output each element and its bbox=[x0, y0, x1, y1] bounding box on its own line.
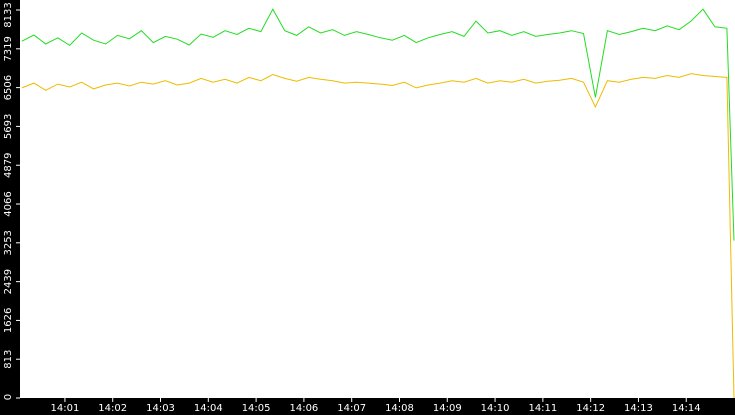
y-tick-label: 813 bbox=[3, 350, 14, 369]
y-tick-label: 4879 bbox=[3, 153, 14, 178]
x-tick-label: 14:03 bbox=[146, 403, 175, 414]
x-tick-label: 14:13 bbox=[624, 403, 653, 414]
y-tick-label: 1626 bbox=[3, 308, 14, 333]
x-tick-label: 14:01 bbox=[51, 403, 80, 414]
y-tick-label: 0 bbox=[3, 394, 14, 400]
x-tick-label: 14:02 bbox=[98, 403, 127, 414]
y-tick-label: 8133 bbox=[3, 2, 14, 27]
y-tick-label: 6506 bbox=[3, 75, 14, 100]
series-line bbox=[21, 73, 735, 399]
x-tick-label: 14:05 bbox=[242, 403, 271, 414]
y-tick-label: 3253 bbox=[3, 230, 14, 255]
x-tick-label: 14:10 bbox=[481, 403, 510, 414]
y-tick-label: 5693 bbox=[3, 114, 14, 139]
y-tick-label: 4066 bbox=[3, 191, 14, 216]
y-tick-label: 2439 bbox=[3, 269, 14, 294]
x-tick-label: 14:07 bbox=[337, 403, 366, 414]
x-tick-label: 14:09 bbox=[433, 403, 462, 414]
series-line bbox=[21, 8, 735, 241]
x-tick-label: 14:08 bbox=[385, 403, 414, 414]
x-tick-label: 14:06 bbox=[289, 403, 318, 414]
x-tick-label: 14:14 bbox=[672, 403, 701, 414]
y-tick-label: 7319 bbox=[3, 36, 14, 61]
x-tick-label: 14:12 bbox=[576, 403, 605, 414]
plot-area bbox=[20, 0, 735, 398]
x-tick-label: 14:04 bbox=[194, 403, 223, 414]
x-tick-label: 14:11 bbox=[528, 403, 557, 414]
